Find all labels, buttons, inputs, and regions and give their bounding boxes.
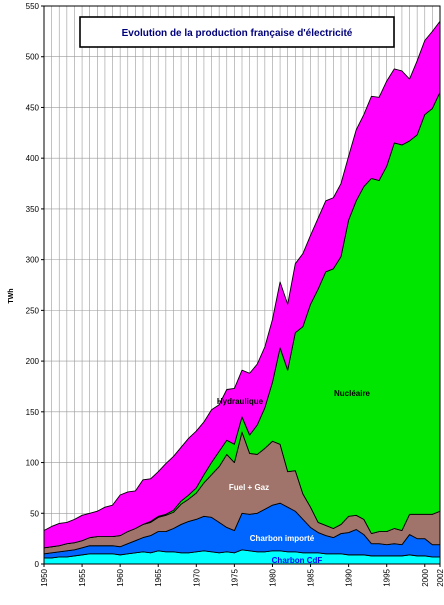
y-tick-label: 150 [26,408,40,417]
x-tick-label: 1985 [307,568,316,586]
x-tick-label: 1960 [116,568,125,586]
y-axis-label: TWh [8,288,15,303]
x-tick-label: 1990 [345,568,354,586]
y-tick-label: 50 [30,509,39,518]
chart-title: Evolution de la production française d'é… [122,28,353,39]
series-label-charbon-cdf: Charbon CdF [272,556,323,565]
y-tick-label: 550 [26,2,40,11]
x-tick-label: 1970 [192,568,201,586]
title-box: Evolution de la production française d'é… [79,16,395,48]
x-tick-label: 1955 [78,568,87,586]
y-tick-label: 350 [26,205,40,214]
x-tick-label: 2002 [436,568,444,586]
x-tick-label: 1975 [230,568,239,586]
y-tick-label: 200 [26,357,40,366]
y-tick-label: 300 [26,256,40,265]
series-label-nucleaire: Nucléaire [334,389,371,398]
plot-frame [43,5,441,565]
axes: 0 50 100 150 200 250 300 350 400 450 500 550 1950 195… [26,2,444,587]
y-tick-label: 450 [26,103,40,112]
y-tick-label: 0 [35,560,40,569]
y-tick-label: 500 [26,53,40,62]
x-tick-label: 1950 [40,568,49,586]
y-tick-label: 250 [26,306,40,315]
y-tick-label: 100 [26,459,40,468]
x-tick-label: 2000 [421,568,430,586]
x-tick-label: 1980 [268,568,277,586]
series-label-hydraulique: Hydraulique [217,397,264,406]
series-label-fuel-gaz: Fuel + Gaz [229,483,269,492]
series-label-charbon-importe: Charbon importé [250,534,315,543]
title-frame [79,16,395,48]
x-tick-label: 1995 [383,568,392,586]
series-labels: Hydraulique Nucléaire Fuel + Gaz Charbon im… [217,389,371,565]
x-tick-label: 1965 [154,568,163,586]
y-tick-label: 400 [26,154,40,163]
